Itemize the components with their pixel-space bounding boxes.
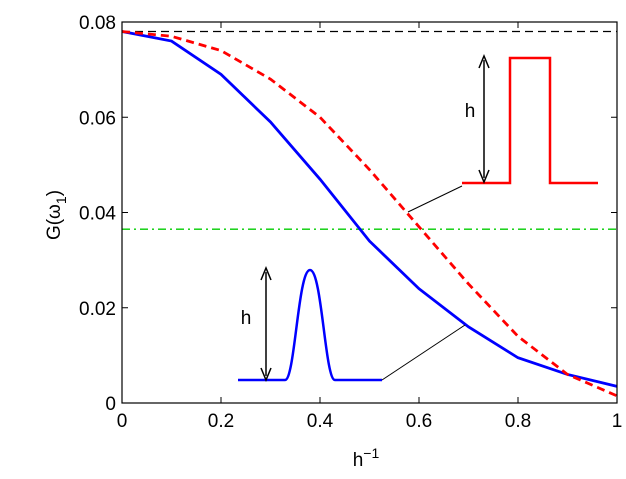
rect-pulse [462, 56, 598, 185]
x-tick-label: 0.4 [307, 411, 334, 432]
arrow-head [260, 367, 272, 382]
y-label-main: G(ω [44, 204, 65, 240]
y-tick-label: 0.08 [79, 13, 116, 34]
y-axis-label: G(ω1) [44, 190, 69, 240]
x-label-main: h [353, 450, 364, 471]
annotation: h [241, 308, 252, 329]
connector [381, 324, 466, 381]
y-tick-label: 0.06 [79, 108, 116, 129]
connector [407, 185, 463, 213]
arrow-head [478, 169, 490, 184]
arrow-head [478, 54, 490, 69]
y-label-sub: 1 [53, 196, 69, 204]
y-label-end: ) [44, 190, 65, 196]
y-tick-label: 0.02 [79, 299, 116, 320]
y-tick-label: 0.04 [79, 204, 116, 225]
insets [238, 54, 598, 382]
x-tick-label: 0 [117, 411, 128, 432]
x-axis-label: h−1 [353, 445, 380, 471]
y-tick-label: 0 [105, 394, 116, 415]
data-line [121, 30, 618, 388]
x-tick-label: 0.6 [406, 411, 432, 432]
data-line [121, 30, 618, 398]
x-label-sup: −1 [363, 445, 379, 461]
x-tick-label: 0.8 [505, 411, 531, 432]
annotation: h [465, 101, 476, 122]
plot-frame [121, 21, 618, 404]
x-tick-label: 1 [612, 411, 623, 432]
x-tick-label: 0.2 [208, 411, 234, 432]
gauss-pulse [238, 268, 382, 382]
arrow-head [260, 266, 272, 281]
